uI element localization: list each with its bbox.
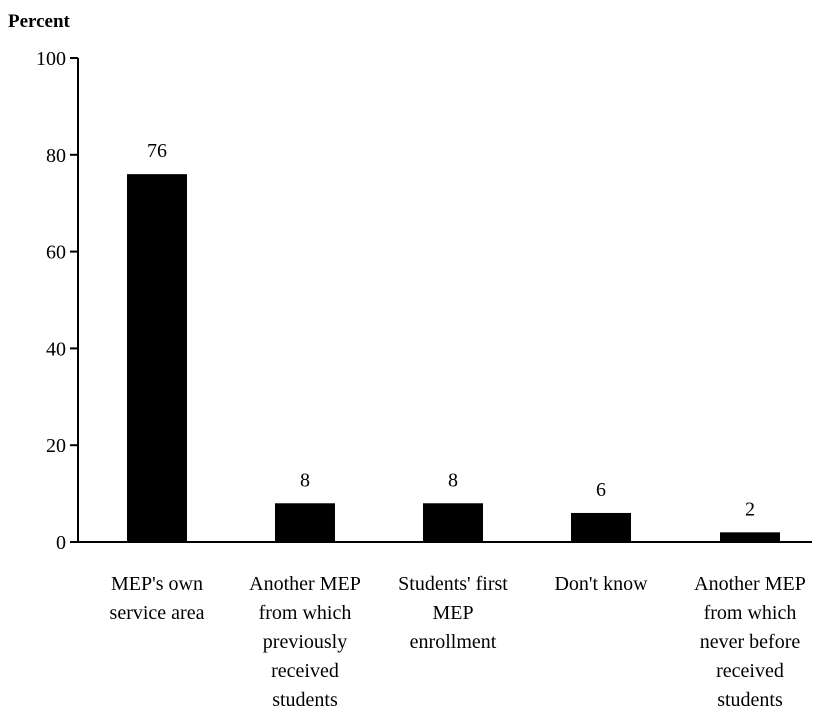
x-category-label-line: MEP's own xyxy=(111,573,203,595)
x-axis-category-labels: MEP's own service area Another MEP from whi… xyxy=(110,573,806,711)
y-tick-label: 20 xyxy=(46,435,66,457)
y-tick-label: 80 xyxy=(46,145,66,167)
bars xyxy=(127,174,780,542)
x-category-label-line: from which xyxy=(704,602,797,624)
x-category-label-line: MEP xyxy=(432,602,473,624)
data-labels: 76 8 8 6 2 xyxy=(147,140,755,520)
bar xyxy=(127,174,187,542)
x-category-label-line: previously xyxy=(263,631,347,653)
x-category-label: Students' first MEP enrollment xyxy=(398,573,508,653)
x-category-label: Another MEP from which previously received s… xyxy=(249,573,361,711)
bar xyxy=(720,532,780,542)
bar xyxy=(423,503,483,542)
x-category-label-line: received xyxy=(716,660,784,682)
x-category-label: Don't know xyxy=(554,573,648,595)
x-category-label: Another MEP from which never before receive… xyxy=(694,573,806,711)
data-label: 8 xyxy=(300,469,310,491)
data-label: 76 xyxy=(147,140,167,162)
bar xyxy=(571,512,631,542)
x-category-label-line: Students' first xyxy=(398,573,508,595)
x-category-label-line: from which xyxy=(259,602,352,624)
x-category-label-line: students xyxy=(272,689,338,711)
x-category-label-line: received xyxy=(271,660,339,682)
x-category-label-line: Another MEP xyxy=(694,573,806,595)
y-tick-label: 100 xyxy=(36,48,66,70)
x-category-label-line: never before xyxy=(700,631,801,653)
x-category-label-line: Another MEP xyxy=(249,573,361,595)
y-tick-label: 0 xyxy=(56,532,66,554)
bar xyxy=(275,503,335,542)
y-tick-label: 60 xyxy=(46,242,66,264)
y-tick-label: 40 xyxy=(46,338,66,360)
y-axis-ticks: 0 20 40 60 80 100 xyxy=(36,48,78,554)
data-label: 6 xyxy=(596,479,606,501)
x-category-label-line: service area xyxy=(110,602,205,624)
x-category-label-line: Don't know xyxy=(554,573,648,595)
x-category-label-line: students xyxy=(717,689,783,711)
data-label: 8 xyxy=(448,469,458,491)
y-axis-title: Percent xyxy=(8,11,71,32)
data-label: 2 xyxy=(745,498,755,520)
x-category-label-line: enrollment xyxy=(410,631,497,653)
x-category-label: MEP's own service area xyxy=(110,573,205,624)
